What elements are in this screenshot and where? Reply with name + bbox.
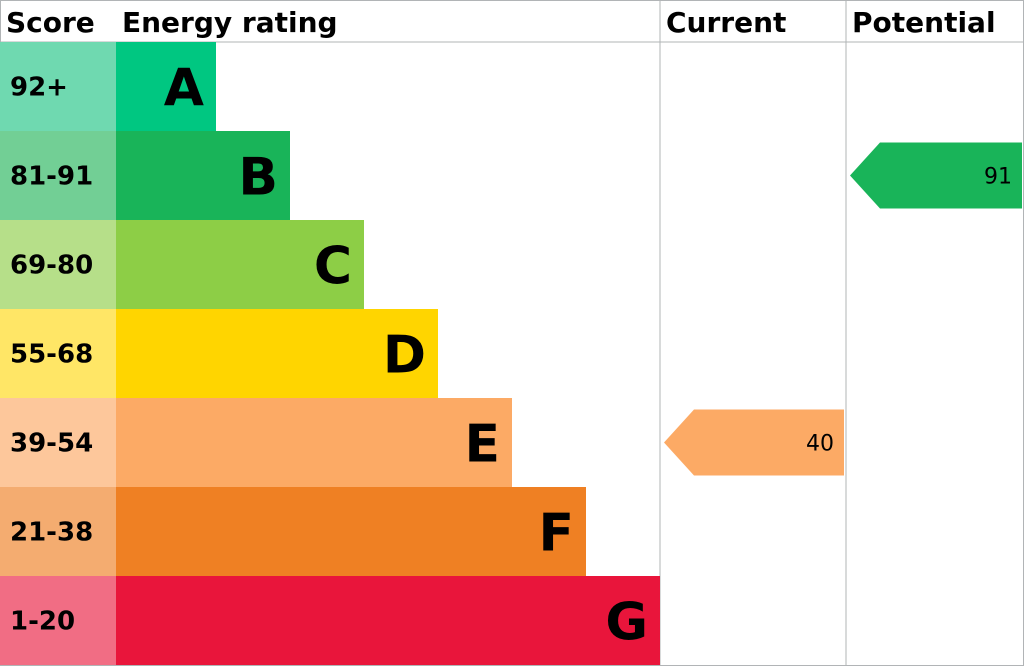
rating-letter-B: B xyxy=(238,148,278,208)
score-range-E: 39-54 xyxy=(10,429,93,459)
rating-letter-D: D xyxy=(383,326,426,386)
header-rating: Energy rating xyxy=(122,6,338,39)
header-score: Score xyxy=(6,6,95,39)
score-range-A: 92+ xyxy=(10,73,68,103)
score-range-B: 81-91 xyxy=(10,162,93,192)
rating-letter-F: F xyxy=(538,504,574,564)
score-range-F: 21-38 xyxy=(10,518,93,548)
score-range-D: 55-68 xyxy=(10,340,93,370)
rating-letter-C: C xyxy=(314,237,352,297)
header-potential: Potential xyxy=(852,6,996,39)
potential-value: 91 xyxy=(984,165,1012,190)
score-range-G: 1-20 xyxy=(10,607,75,637)
rating-bar-F xyxy=(116,487,586,576)
rating-bar-G xyxy=(116,576,660,665)
current-value: 40 xyxy=(806,432,834,457)
rating-bar-E xyxy=(116,398,512,487)
header-current: Current xyxy=(666,6,786,39)
rating-letter-A: A xyxy=(164,59,204,119)
rating-letter-G: G xyxy=(605,593,648,653)
rating-letter-E: E xyxy=(464,415,500,475)
score-range-C: 69-80 xyxy=(10,251,93,281)
energy-rating-chart: Score Energy rating Current Potential 92+ A 81… xyxy=(0,0,1024,666)
